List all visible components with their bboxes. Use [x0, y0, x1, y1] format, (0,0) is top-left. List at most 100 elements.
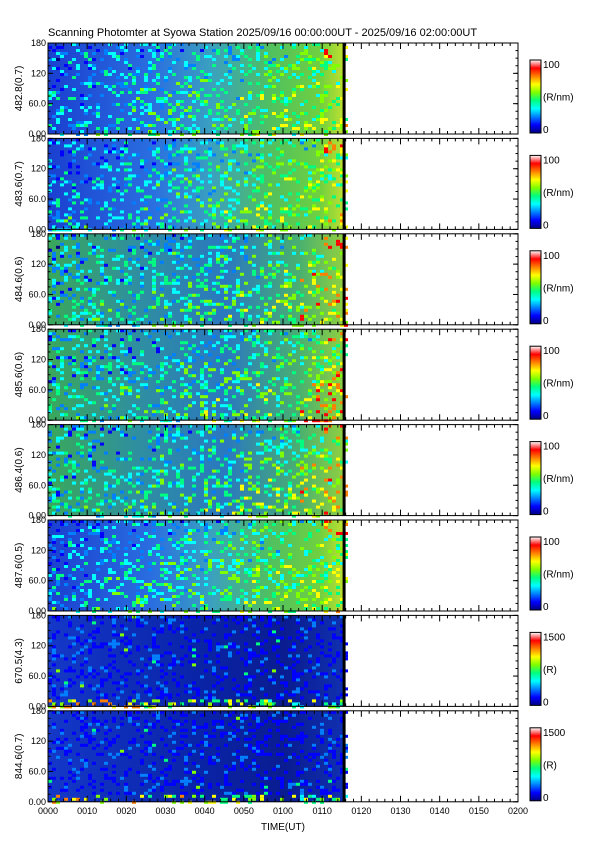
heatmap-cell [316, 410, 320, 414]
heatmap-cell [268, 263, 272, 267]
heatmap-cell [156, 97, 160, 100]
heatmap-cell [240, 538, 244, 541]
heatmap-cell [328, 496, 332, 500]
y-tick-label: 120 [31, 450, 46, 460]
heatmap-cell [340, 124, 344, 127]
heatmap-cell [172, 604, 176, 607]
heatmap-cell [284, 392, 288, 396]
heatmap-cell [156, 592, 160, 595]
heatmap-cell [336, 410, 340, 414]
heatmap-cell [148, 88, 152, 91]
heatmap-cell [52, 535, 56, 538]
heatmap-cell [52, 469, 56, 473]
heatmap-cell [208, 329, 212, 333]
heatmap-cell [64, 583, 68, 586]
heatmap-cell [228, 168, 232, 172]
heatmap-cell [188, 386, 192, 390]
heatmap-cell [216, 356, 220, 360]
heatmap-cell [304, 586, 308, 589]
heatmap-cell [136, 127, 140, 130]
heatmap-cell [312, 106, 316, 109]
heatmap-cell [180, 377, 184, 381]
heatmap-cell [188, 299, 192, 303]
heatmap-cell [180, 553, 184, 556]
heatmap-cell [160, 88, 164, 91]
heatmap-cell [264, 192, 268, 196]
heatmap-cell [80, 496, 84, 500]
heatmap-cell [88, 198, 92, 202]
heatmap-cell [84, 478, 88, 482]
heatmap-cell [248, 508, 252, 512]
heatmap-cell [276, 165, 280, 169]
heatmap-cell [244, 210, 248, 214]
heatmap-cell [76, 275, 80, 279]
heatmap-cell [208, 94, 212, 97]
heatmap-cell [72, 508, 76, 512]
heatmap-cell [268, 448, 272, 452]
heatmap-cell [48, 236, 52, 240]
heatmap-cell [320, 365, 324, 369]
heatmap-cell [128, 350, 132, 354]
heatmap-cell [224, 338, 228, 342]
heatmap-cell [100, 156, 104, 160]
heatmap-cell [204, 55, 208, 58]
heatmap-cell [144, 219, 148, 223]
heatmap-cell [272, 329, 276, 333]
heatmap-cell [264, 308, 268, 312]
heatmap-cell [100, 299, 104, 303]
heatmap-cell [228, 284, 232, 288]
heatmap-cell [324, 454, 328, 458]
heatmap-cell [320, 448, 324, 452]
panel-ylabel: 484.6(0.6) [14, 257, 25, 303]
heatmap-cell [240, 52, 244, 55]
heatmap-cell [184, 82, 188, 85]
heatmap-cell [116, 356, 120, 360]
heatmap-cell [292, 43, 296, 46]
heatmap-cell [244, 329, 248, 333]
heatmap-cell [92, 67, 96, 70]
heatmap-cell [324, 55, 328, 58]
heatmap-cell [200, 460, 204, 464]
heatmap-cell [344, 207, 348, 211]
heatmap-cell [316, 58, 320, 61]
heatmap-cell [120, 198, 124, 202]
heatmap-cell [56, 121, 60, 124]
heatmap-cell [48, 439, 52, 443]
heatmap-cell [324, 601, 328, 604]
heatmap-cell [256, 374, 260, 378]
heatmap-cell [156, 58, 160, 61]
heatmap-cell [108, 85, 112, 88]
heatmap-cell [104, 204, 108, 208]
heatmap-cell [252, 386, 256, 390]
heatmap-cell [304, 251, 308, 255]
heatmap-cell [164, 401, 168, 405]
heatmap-cell [228, 478, 232, 482]
heatmap-cell [128, 410, 132, 414]
heatmap-cell [256, 233, 260, 237]
heatmap-cell [196, 451, 200, 455]
heatmap-cell [156, 46, 160, 49]
heatmap-cell [308, 398, 312, 402]
heatmap-cell [324, 538, 328, 541]
heatmap-cell [340, 76, 344, 79]
heatmap-cell [284, 174, 288, 178]
heatmap-cell [168, 407, 172, 411]
heatmap-cell [236, 46, 240, 49]
heatmap-cell [60, 52, 64, 55]
heatmap-cell [232, 499, 236, 503]
heatmap-cell [60, 55, 64, 58]
heatmap-cell [332, 371, 336, 375]
heatmap-cell [84, 308, 88, 312]
heatmap-cell [96, 508, 100, 512]
heatmap-cell [224, 186, 228, 190]
heatmap-cell [176, 118, 180, 121]
heatmap-cell [124, 305, 128, 309]
heatmap-cell [92, 64, 96, 67]
heatmap-cell [88, 76, 92, 79]
heatmap-cell [72, 356, 76, 360]
heatmap-cell [84, 82, 88, 85]
heatmap-cell [48, 592, 52, 595]
heatmap-cell [52, 332, 56, 336]
heatmap-cell [120, 156, 124, 160]
heatmap-cell [80, 269, 84, 273]
